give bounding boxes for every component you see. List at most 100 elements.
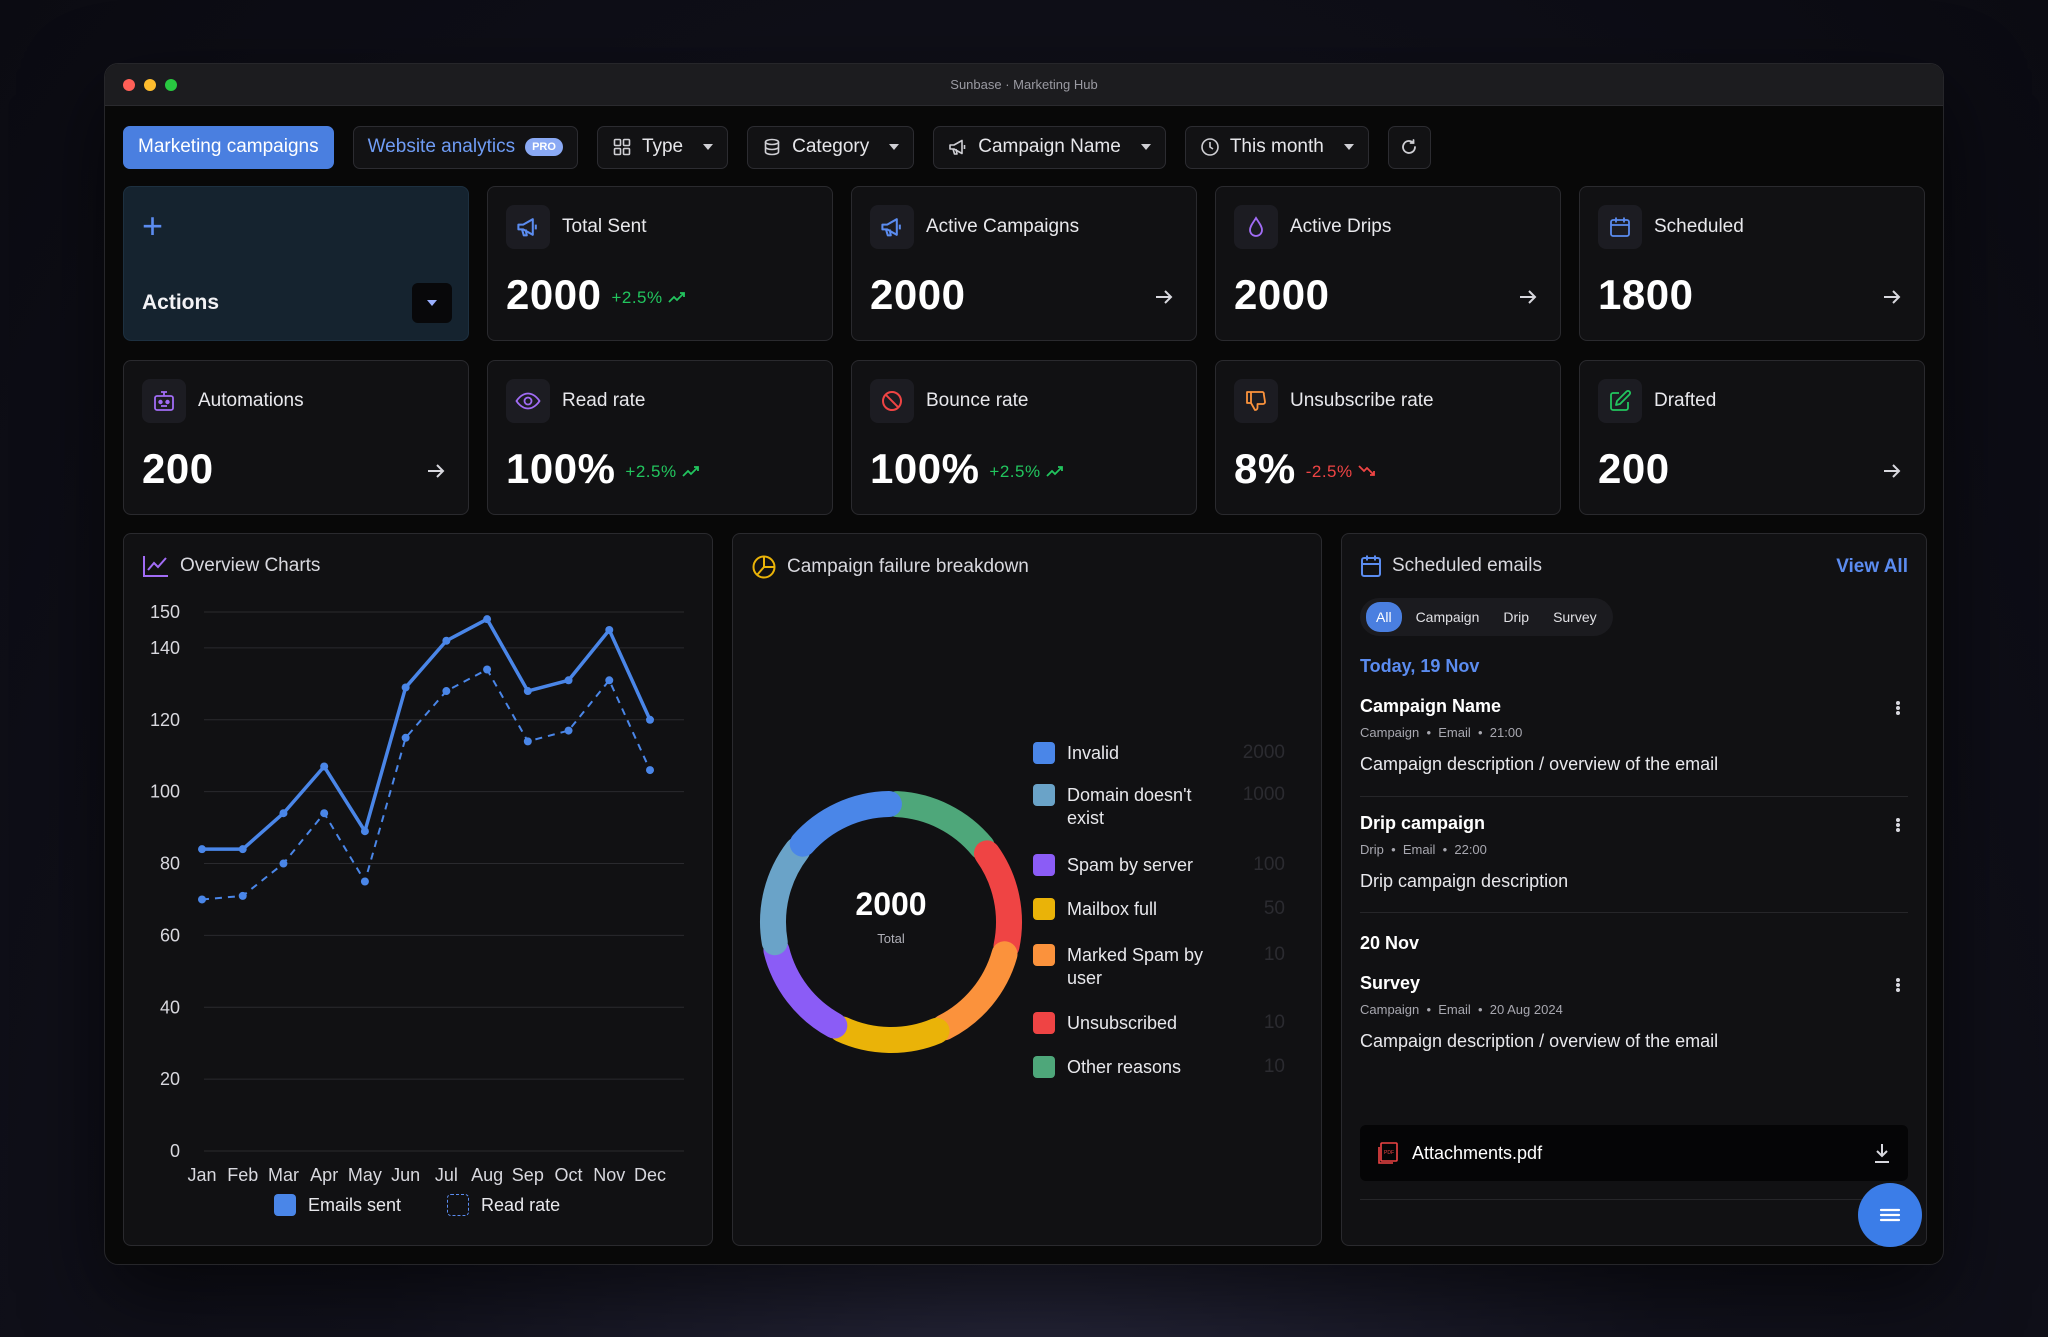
svg-text:PDF: PDF (1384, 1150, 1394, 1156)
more-options-icon[interactable] (1888, 815, 1908, 835)
meta-time: 20 Aug 2024 (1489, 1002, 1563, 1017)
scheduled-email-item[interactable]: Survey Campaign • Email • 20 Aug 2024 Ca… (1360, 973, 1908, 1052)
legend-swatch (1033, 944, 1055, 966)
divider (1360, 1199, 1908, 1200)
donut-segment[interactable] (763, 937, 848, 1039)
window-title: Sunbase · Marketing Hub (950, 77, 1098, 92)
menu-fab-button[interactable] (1858, 1183, 1922, 1247)
donut-segment[interactable] (884, 791, 995, 860)
x-tick-label: Apr (310, 1165, 338, 1185)
download-icon[interactable] (1872, 1142, 1892, 1164)
x-tick-label: Mar (268, 1165, 299, 1185)
series-read-rate-point (523, 737, 532, 746)
plus-icon: + (142, 205, 164, 246)
email-name: Survey (1360, 973, 1421, 993)
email-description: Campaign description / overview of the e… (1360, 754, 1719, 774)
chip-all[interactable]: All (1366, 602, 1402, 632)
meta-channel: Email (1438, 725, 1471, 740)
category-filter-dropdown[interactable]: Category (747, 125, 915, 169)
actions-dropdown-button[interactable] (412, 283, 452, 323)
donut-segment[interactable] (760, 837, 811, 956)
view-all-link[interactable]: View All (1836, 556, 1908, 577)
stat-value: 200 (1598, 445, 1670, 492)
more-options-icon[interactable] (1888, 698, 1908, 718)
failure-legend-item: Invalid 2000 (1033, 742, 1303, 765)
arrow-right-icon[interactable] (1880, 285, 1904, 309)
minimize-window-button[interactable] (144, 79, 156, 91)
divider (1360, 796, 1908, 797)
prohibited-icon (870, 379, 914, 423)
trend-down-badge: -2.5% (1306, 462, 1376, 481)
stat-card-unsubscribe-rate[interactable]: Unsubscribe rate 8% -2.5% (1215, 360, 1561, 515)
series-read-rate-line (201, 668, 651, 901)
donut-segment[interactable] (789, 791, 902, 857)
legend-label: Mailbox full (1067, 899, 1158, 919)
trend-up-icon (1046, 466, 1063, 477)
stat-card-bounce-rate[interactable]: Bounce rate 100% +2.5% (851, 360, 1197, 515)
calendar-icon (1598, 205, 1642, 249)
refresh-icon (1399, 137, 1419, 157)
chip-survey[interactable]: Survey (1553, 609, 1597, 625)
close-window-button[interactable] (123, 79, 135, 91)
x-tick-label: Jun (391, 1165, 420, 1185)
stat-label: Automations (198, 390, 304, 411)
x-tick-label: May (348, 1165, 382, 1185)
stat-card-drafted[interactable]: Drafted 200 (1579, 360, 1925, 515)
refresh-button[interactable] (1387, 125, 1431, 169)
legend-value: 10 (1263, 1012, 1285, 1033)
zoom-window-button[interactable] (165, 79, 177, 91)
meta-type: Campaign (1360, 1002, 1420, 1017)
email-name: Campaign Name (1360, 696, 1502, 716)
meta-type: Campaign (1360, 725, 1420, 740)
trend-value: -2.5% (1305, 461, 1353, 481)
series-emails-sent-point (401, 683, 410, 692)
donut-segment[interactable] (973, 840, 1022, 960)
actions-card[interactable]: + Actions (123, 186, 469, 341)
calendar-icon (1361, 555, 1381, 577)
stat-card-automations[interactable]: Automations 200 (123, 360, 469, 515)
more-options-icon[interactable] (1888, 975, 1908, 995)
stat-card-scheduled[interactable]: Scheduled 1800 (1579, 186, 1925, 341)
donut-segment[interactable] (828, 1016, 950, 1053)
x-tick-label: Aug (471, 1165, 503, 1185)
chip-campaign[interactable]: Campaign (1415, 609, 1480, 625)
tab-label: Marketing campaigns (138, 136, 319, 157)
stat-label: Active Drips (1290, 216, 1392, 237)
pro-badge: PRO (525, 138, 563, 156)
arrow-right-icon[interactable] (1152, 285, 1176, 309)
scheduled-email-item[interactable]: Drip campaign Drip • Email • 22:00 Drip … (1360, 813, 1908, 892)
menu-icon (1879, 1208, 1901, 1222)
type-filter-dropdown[interactable]: Type (596, 125, 729, 169)
stat-card-active-drips[interactable]: Active Drips 2000 (1215, 186, 1561, 341)
arrow-right-icon[interactable] (1880, 459, 1904, 483)
series-read-rate-point (564, 726, 573, 735)
legend-label: Invalid (1067, 743, 1120, 763)
failure-breakdown-panel: Campaign failure breakdown 2000 Total In… (732, 533, 1322, 1246)
legend-value: 10 (1263, 1056, 1285, 1077)
email-meta: Campaign • Email • 21:00 (1360, 725, 1523, 740)
stat-label: Scheduled (1654, 216, 1744, 237)
stat-card-read-rate[interactable]: Read rate 100% +2.5% (487, 360, 833, 515)
pdf-file-icon: PDF (1378, 1142, 1398, 1164)
arrow-right-icon[interactable] (424, 459, 448, 483)
tab-website-analytics[interactable]: Website analytics PRO (352, 125, 578, 169)
trend-up-icon (668, 292, 685, 303)
period-filter-dropdown[interactable]: This month (1184, 125, 1369, 169)
attachment-row[interactable]: PDF Attachments.pdf (1360, 1125, 1908, 1181)
y-tick-label: 100 (150, 782, 180, 802)
y-tick-label: 80 (160, 854, 180, 874)
arrow-right-icon[interactable] (1516, 285, 1540, 309)
tab-marketing-campaigns[interactable]: Marketing campaigns (123, 125, 334, 169)
scheduled-email-item[interactable]: Campaign Name Campaign • Email • 21:00 C… (1360, 696, 1908, 775)
stat-label: Read rate (562, 390, 646, 411)
filter-label: Campaign Name (978, 136, 1121, 157)
email-meta: Campaign • Email • 20 Aug 2024 (1360, 1002, 1563, 1017)
caret-down-icon (1343, 144, 1354, 150)
donut-segment[interactable] (931, 941, 1018, 1041)
trend-value: +2.5% (611, 287, 663, 307)
chip-drip[interactable]: Drip (1503, 609, 1530, 625)
droplet-icon (1234, 205, 1278, 249)
campaign-name-filter-dropdown[interactable]: Campaign Name (933, 125, 1166, 169)
stat-card-total-sent[interactable]: Total Sent 2000 +2.5% (487, 186, 833, 341)
stat-card-active-campaigns[interactable]: Active Campaigns 2000 (851, 186, 1197, 341)
